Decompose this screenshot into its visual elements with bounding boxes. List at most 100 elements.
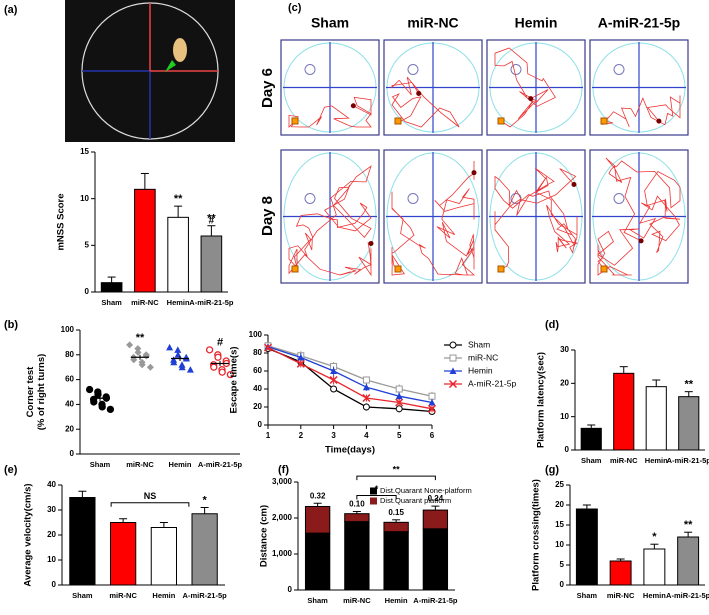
marker [395,398,404,407]
end-marker [350,103,356,109]
bar-segment [383,521,409,533]
y-tick-label: 60 [253,366,262,375]
swim-path [391,161,476,276]
end-marker [638,238,644,244]
y-tick-label: 30 [560,345,569,354]
marker [170,358,178,366]
bar-segment [304,532,331,591]
x-tick-label: miR-NC [610,456,638,465]
start-marker [497,265,505,273]
bar [575,508,598,586]
marker [329,375,338,385]
marker [448,379,458,389]
end-marker [416,90,422,96]
marker [449,367,457,374]
marker [449,341,457,349]
x-tick-label: Sham [581,456,602,465]
marker [98,403,106,411]
y-axis-label: Distance (cm) [259,505,270,567]
annotation: ** [207,213,216,225]
x-tick-label: Hemin [169,460,192,469]
y-axis-label: Average velocity(cm/s) [23,483,34,586]
series-line [267,345,433,397]
annotation: * [202,494,207,506]
y-tick-label: 25 [555,480,564,489]
y-tick-label: 20 [65,424,74,433]
x-tick-label: A-miR-21-5p [667,456,709,465]
marker [330,385,338,393]
legend-label: A-miR-21-5p [468,378,516,388]
x-tick-label: 6 [430,431,435,440]
annotation: ** [684,519,693,531]
x-tick-label: 5 [397,431,402,440]
bar-segment [422,528,449,591]
y-tick-label: 100 [61,325,75,334]
marker [218,368,226,376]
legend-swatch [370,497,377,505]
bar [609,560,632,586]
x-tick-label: Hemin [152,591,175,600]
marker [362,403,370,411]
y-tick-label: 20 [47,530,56,539]
marker [178,363,186,371]
end-marker [471,170,477,176]
marker [138,361,146,369]
annotation: # [209,215,215,226]
x-tick-label: miR-NC [109,591,137,600]
marker [134,348,142,356]
y-tick-label: 0 [288,585,293,594]
y-tick-label: 0 [560,580,565,589]
marker [428,399,436,406]
group-label: miR-NC [407,15,458,31]
marker [146,363,154,371]
y-tick-label: 2,000 [272,513,293,522]
x-tick-label: 2 [299,431,304,440]
y-tick-label: 40 [47,480,56,489]
x-tick-label: Sham [307,596,328,605]
panel-label: (d) [545,319,559,331]
day-label: Day 6 [259,68,276,108]
swim-path [597,157,681,276]
annotation: ** [174,193,183,205]
marker [226,370,235,379]
bar [645,386,667,451]
x-tick-label: A-miR-21-5p [189,298,234,307]
x-tick-label: 3 [331,431,336,440]
x-tick-label: A-miR-21-5p [666,591,709,600]
marker [395,385,403,393]
y-axis-label: mNSS Score [56,193,67,250]
y-tick-label: 0 [70,449,75,458]
bar-segment [383,531,409,591]
panel-label: (e) [4,464,18,476]
bracket-label: NS [144,491,157,501]
y-axis-label: Corner test(% of right turns) [25,354,47,431]
bracket [356,495,397,500]
y-tick-label: 40 [253,384,262,393]
x-tick-label: miR-NC [343,596,371,605]
x-tick-label: Hemin [167,298,190,307]
legend-label: Sham [468,339,490,349]
y-tick-label: 100 [249,330,263,339]
marker [126,341,134,349]
group-label: A-miR-21-5p [598,15,680,31]
start-marker [291,265,299,273]
marker [130,356,138,364]
bar [109,522,137,586]
bar-segment [304,505,331,534]
end-marker [571,182,577,188]
y-tick-label: 10 [560,412,569,421]
y-tick-label: 5 [85,240,90,249]
start-marker [600,265,608,273]
x-tick-label: miR-NC [131,298,159,307]
panel-label: (f) [278,464,289,476]
y-tick-label: 1,000 [272,549,293,558]
y-tick-label: 20 [555,500,564,509]
marker [362,376,370,384]
maze-photo [65,0,235,142]
x-tick-label: Sham [101,298,122,307]
group-label: Sham [311,15,349,31]
marker [362,383,370,391]
marker [395,392,403,400]
x-tick-label: Hemin [643,591,666,600]
x-tick-label: A-miR-21-5p [413,596,458,605]
